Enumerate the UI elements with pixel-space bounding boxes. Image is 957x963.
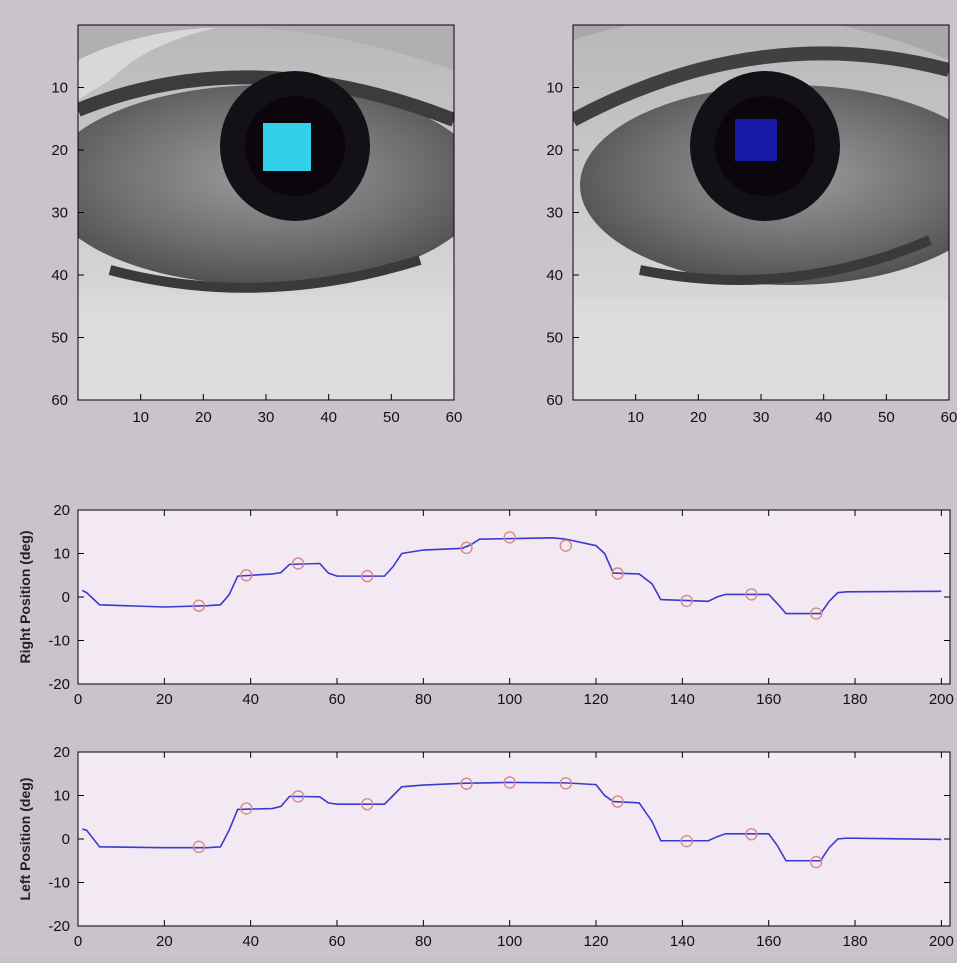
target-marker [559, 539, 573, 552]
target-marker [745, 588, 758, 601]
x-tick-label: 40 [242, 933, 259, 950]
target-marker [240, 802, 253, 815]
x-tick-label: 80 [415, 933, 432, 950]
x-tick-label: 160 [756, 933, 781, 950]
left-position-plot: Left Position (deg) 0 20 40 60 80 100 120 140 16… [17, 744, 954, 950]
x-tick-label: 180 [843, 691, 868, 708]
x-tick-label: 100 [497, 691, 522, 708]
right-plot-area [77, 509, 951, 685]
x-tick-label: 20 [690, 409, 707, 426]
target-marker [291, 557, 305, 570]
left-position-ylabel: Left Position (deg) [17, 778, 33, 901]
target-marker [192, 599, 206, 612]
y-tick-label: 0 [62, 589, 70, 606]
y-tick-label: 50 [51, 330, 68, 347]
right-eye-image-axes: 10 20 30 40 50 60 10 20 30 40 50 60 [51, 80, 462, 427]
left-pupil-marker [735, 119, 777, 161]
target-marker [611, 795, 624, 808]
x-tick-label: 60 [941, 409, 957, 426]
position-trace-line [82, 781, 942, 862]
x-tick-label: 20 [156, 691, 173, 708]
left-eye-image [573, 25, 949, 400]
y-tick-label: 60 [546, 392, 563, 409]
x-tick-label: 160 [756, 691, 781, 708]
target-marker [809, 607, 823, 620]
x-tick-label: 200 [929, 933, 954, 950]
x-tick-label: 0 [74, 933, 82, 950]
y-tick-label: 0 [62, 831, 70, 848]
x-tick-label: 140 [670, 933, 695, 950]
x-tick-label: 140 [670, 691, 695, 708]
y-tick-label: 60 [51, 392, 68, 409]
x-tick-label: 200 [929, 691, 954, 708]
x-tick-label: 20 [195, 409, 212, 426]
y-tick-label: -20 [48, 676, 70, 693]
target-marker [361, 798, 374, 811]
x-tick-label: 10 [132, 409, 149, 426]
target-marker [809, 855, 823, 869]
left-eye-image-panel: 10 20 30 40 50 60 10 20 30 40 50 60 [546, 24, 957, 427]
y-tick-label: 10 [546, 80, 563, 97]
left-plot-area [77, 751, 951, 927]
target-marker [361, 569, 374, 583]
x-tick-label: 30 [258, 409, 275, 426]
x-tick-label: 10 [627, 409, 644, 426]
x-tick-label: 80 [415, 691, 432, 708]
right-position-plot: Right Position (deg) 0 20 40 60 80 100 120 140 1… [17, 502, 954, 708]
y-tick-label: 50 [546, 330, 563, 347]
right-position-ylabel: Right Position (deg) [17, 531, 33, 664]
x-tick-label: 0 [74, 691, 82, 708]
right-eye-image [78, 25, 454, 400]
x-tick-label: 60 [329, 691, 346, 708]
x-tick-label: 60 [329, 933, 346, 950]
x-tick-label: 40 [815, 409, 832, 426]
y-tick-label: 10 [53, 546, 70, 563]
y-tick-label: 40 [546, 267, 563, 284]
left-eye-image-axes: 10 20 30 40 50 60 10 20 30 40 50 60 [546, 80, 957, 427]
y-tick-label: 20 [53, 502, 70, 519]
right-eye-image-panel: 10 20 30 40 50 60 10 20 30 40 50 60 [51, 24, 462, 427]
x-tick-label: 40 [242, 691, 259, 708]
target-marker [745, 828, 758, 841]
y-tick-label: -10 [48, 633, 70, 650]
x-tick-label: 100 [497, 933, 522, 950]
target-marker [240, 569, 253, 582]
target-marker [291, 790, 305, 803]
x-tick-label: 120 [584, 691, 609, 708]
target-marker [680, 834, 693, 848]
target-marker [611, 567, 624, 580]
x-tick-label: 40 [320, 409, 337, 426]
target-marker [559, 777, 573, 790]
target-marker [460, 541, 473, 555]
right-pupil-marker [263, 123, 311, 171]
x-tick-label: 180 [843, 933, 868, 950]
y-tick-label: 40 [51, 267, 68, 284]
target-marker [680, 594, 693, 608]
x-tick-label: 30 [753, 409, 770, 426]
position-trace-line [81, 537, 942, 615]
target-marker [503, 776, 516, 789]
y-tick-label: -10 [48, 875, 70, 892]
target-marker [192, 840, 206, 854]
y-tick-label: 20 [546, 142, 563, 159]
x-tick-label: 50 [878, 409, 895, 426]
y-tick-label: 30 [546, 205, 563, 222]
x-tick-label: 50 [383, 409, 400, 426]
y-tick-label: 10 [53, 788, 70, 805]
y-tick-label: 20 [53, 744, 70, 761]
target-marker [460, 777, 473, 790]
x-tick-label: 20 [156, 933, 173, 950]
x-tick-label: 120 [584, 933, 609, 950]
y-tick-label: 20 [51, 142, 68, 159]
x-tick-label: 60 [446, 409, 463, 426]
y-tick-label: -20 [48, 918, 70, 935]
target-marker [503, 531, 516, 544]
y-tick-label: 30 [51, 205, 68, 222]
y-tick-label: 10 [51, 80, 68, 97]
